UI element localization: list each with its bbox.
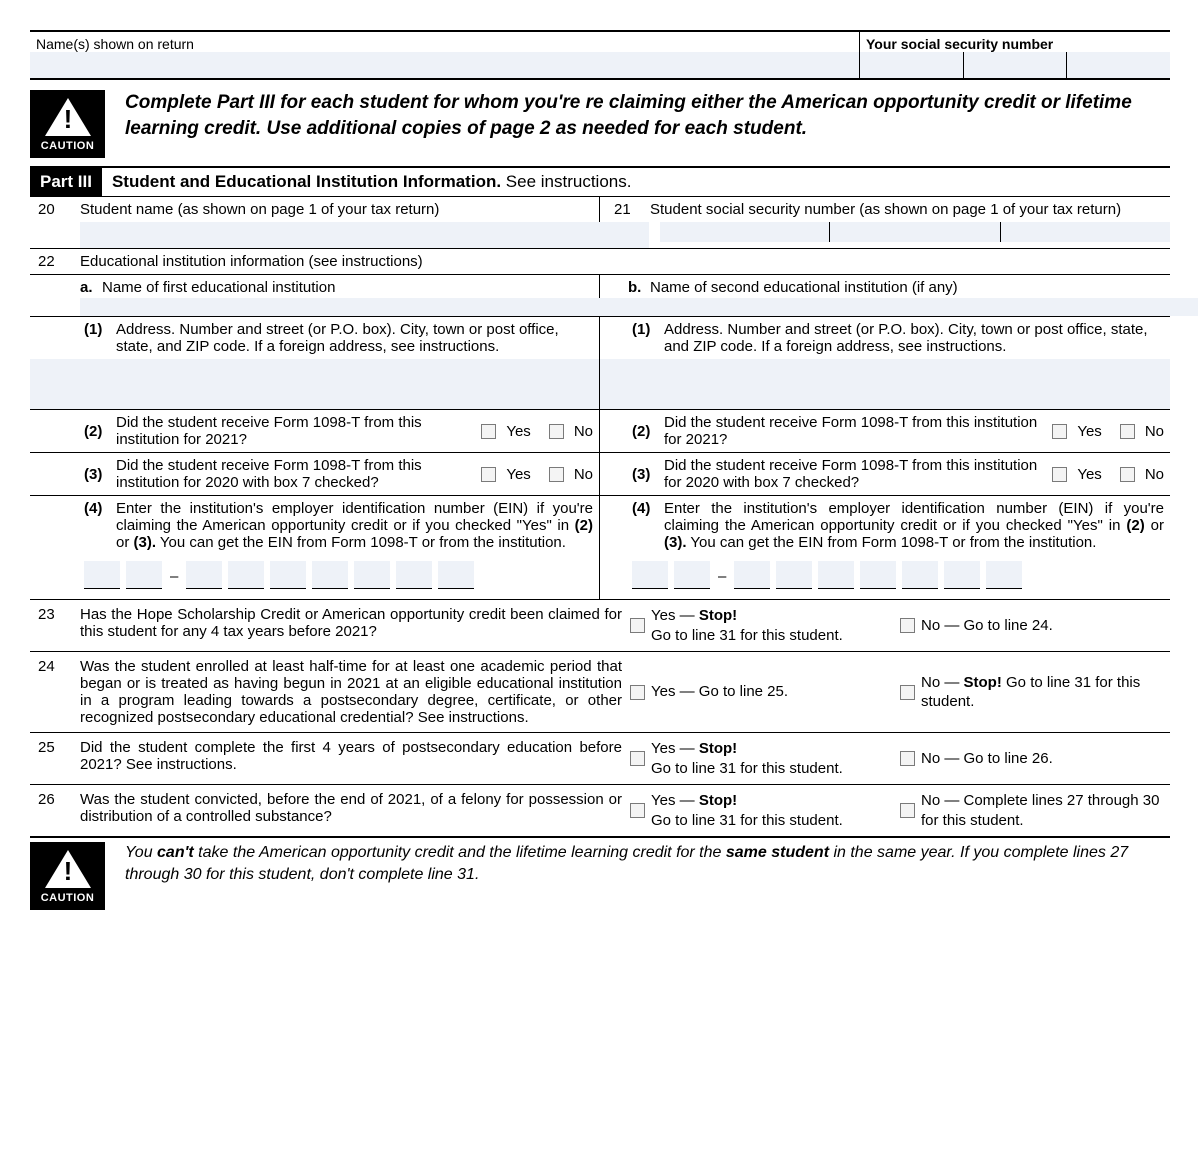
caution-block-bottom: ! CAUTION You can't take the American op…: [30, 838, 1170, 910]
part3-header: Part III Student and Educational Institu…: [30, 166, 1170, 197]
line-22b: b. Name of second educational institutio…: [600, 275, 1170, 316]
ein-a-input[interactable]: –: [30, 555, 599, 599]
name-label: Name(s) shown on return: [30, 32, 859, 52]
ssn-label: Your social security number: [860, 32, 1170, 52]
q22a3-yes[interactable]: Yes: [481, 466, 530, 483]
part3-badge: Part III: [30, 168, 102, 196]
line-22: 22 Educational institution information (…: [30, 249, 1170, 275]
caution-text-bottom: You can't take the American opportunity …: [125, 842, 1170, 885]
caution-text-top: Complete Part III for each student for w…: [125, 90, 1170, 141]
line-21-input[interactable]: [660, 222, 1170, 242]
line-20-text: Student name (as shown on page 1 of your…: [80, 197, 599, 222]
q22b2-no[interactable]: No: [1120, 423, 1164, 440]
name-input[interactable]: [30, 52, 859, 78]
line-22a4-text: Enter the institution's employer identif…: [116, 500, 593, 551]
ein-b-input[interactable]: –: [600, 555, 1170, 599]
q22b2-yes[interactable]: Yes: [1052, 423, 1101, 440]
line-22b-input[interactable]: [628, 298, 1198, 316]
line-22b4-text: Enter the institution's employer identif…: [664, 500, 1164, 551]
line-22a-input[interactable]: [80, 298, 649, 316]
ssn-input[interactable]: [860, 52, 1170, 78]
q22a2-yes[interactable]: Yes: [481, 423, 530, 440]
ssn-cell: Your social security number: [860, 32, 1170, 78]
line-23: 23 Has the Hope Scholarship Credit or Am…: [30, 600, 1170, 652]
row-22-2: (2) Did the student receive Form 1098-T …: [30, 410, 1170, 453]
part3-title: Student and Educational Institution Info…: [102, 168, 642, 196]
line-22a1-input[interactable]: [30, 359, 599, 409]
q26-yes[interactable]: Yes — Stop! Go to line 31 for this stude…: [630, 785, 900, 836]
q25-yes[interactable]: Yes — Stop! Go to line 31 for this stude…: [630, 733, 900, 784]
q25-no[interactable]: No — Go to line 26.: [900, 733, 1170, 784]
line-24: 24 Was the student enrolled at least hal…: [30, 652, 1170, 733]
line-21-text: Student social security number (as shown…: [650, 197, 1170, 222]
q22a3-no[interactable]: No: [549, 466, 593, 483]
caution-icon: ! CAUTION: [30, 842, 105, 910]
tax-form-page: Name(s) shown on return Your social secu…: [30, 30, 1170, 910]
caution-block-top: ! CAUTION Complete Part III for each stu…: [30, 80, 1170, 166]
name-cell: Name(s) shown on return: [30, 32, 860, 78]
line-22b1-input[interactable]: [600, 359, 1170, 409]
line-20: 20 Student name (as shown on page 1 of y…: [30, 197, 600, 248]
q23-yes[interactable]: Yes — Stop! Go to line 31 for this stude…: [630, 600, 900, 651]
svg-text:!: !: [63, 856, 72, 886]
q24-no[interactable]: No — Stop! Go to line 31 for this studen…: [900, 652, 1170, 732]
row-22-4: (4) Enter the institution's employer ide…: [30, 496, 1170, 600]
line-22a: a. Name of first educational institution: [30, 275, 600, 316]
row-22ab: a. Name of first educational institution…: [30, 275, 1170, 317]
line-22-num: 22: [30, 249, 80, 274]
caution-icon: ! CAUTION: [30, 90, 105, 158]
line-26: 26 Was the student convicted, before the…: [30, 785, 1170, 838]
line-25: 25 Did the student complete the first 4 …: [30, 733, 1170, 785]
header-row: Name(s) shown on return Your social secu…: [30, 30, 1170, 78]
q22a2-no[interactable]: No: [549, 423, 593, 440]
q23-no[interactable]: No — Go to line 24.: [900, 600, 1170, 651]
q24-yes[interactable]: Yes — Go to line 25.: [630, 652, 900, 732]
line-22-text: Educational institution information (see…: [80, 249, 1170, 274]
svg-text:!: !: [63, 104, 72, 134]
q22b3-yes[interactable]: Yes: [1052, 466, 1101, 483]
line-21: 21 Student social security number (as sh…: [600, 197, 1170, 248]
row-20-21: 20 Student name (as shown on page 1 of y…: [30, 197, 1170, 249]
q26-no[interactable]: No — Complete lines 27 through 30 for th…: [900, 785, 1170, 836]
row-22-1: (1) Address. Number and street (or P.O. …: [30, 317, 1170, 410]
row-22-3: (3) Did the student receive Form 1098-T …: [30, 453, 1170, 496]
q22b3-no[interactable]: No: [1120, 466, 1164, 483]
line-21-num: 21: [600, 197, 650, 222]
caution-word: CAUTION: [41, 140, 95, 152]
line-20-num: 20: [30, 197, 80, 222]
line-20-input[interactable]: [80, 222, 649, 248]
